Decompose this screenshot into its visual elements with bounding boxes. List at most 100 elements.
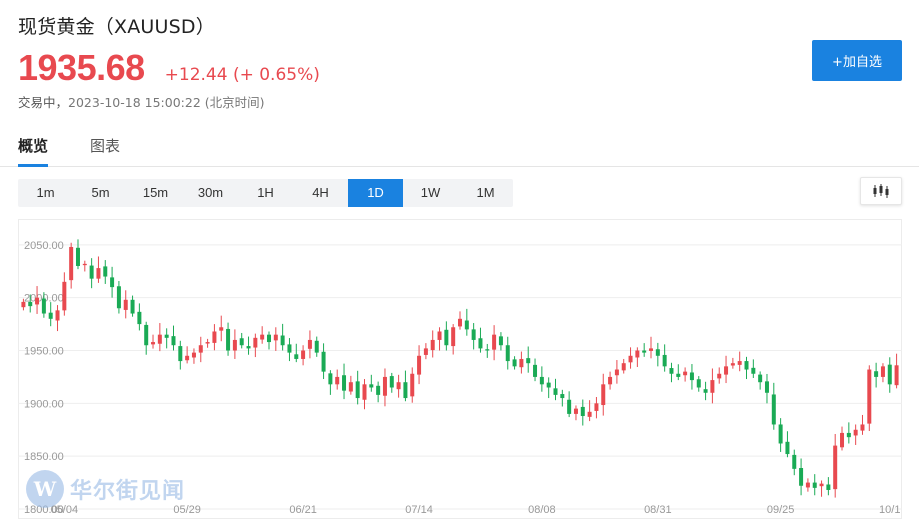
candle: [498, 332, 503, 351]
candle: [164, 328, 169, 349]
candle: [198, 336, 203, 363]
price-row: 1935.68 +12.44 (+ 0.65%): [18, 47, 320, 89]
candle: [69, 242, 74, 289]
market-status: 交易中，2023-10-18 15:00:22 (北京时间): [18, 92, 265, 111]
candle: [628, 347, 633, 369]
x-tick-label: 06/21: [289, 504, 317, 516]
candle: [539, 366, 544, 392]
tab-bar: 概览 图表: [0, 130, 919, 167]
interval-15m[interactable]: 15m: [142, 185, 169, 200]
candle: [526, 346, 531, 373]
candle: [389, 372, 394, 393]
candle: [853, 424, 858, 445]
candle: [840, 426, 845, 451]
candle: [396, 374, 401, 398]
y-tick-label: 1950.00: [24, 346, 64, 358]
x-tick-label: 10/1: [879, 504, 900, 516]
candle: [649, 336, 654, 359]
candle: [55, 305, 60, 332]
candle: [683, 367, 688, 382]
candle: [430, 330, 435, 358]
y-tick-label: 2050.00: [24, 240, 64, 252]
candle: [82, 260, 87, 272]
candle: [96, 256, 101, 283]
candle: [266, 331, 271, 350]
candle: [48, 302, 53, 327]
candle: [41, 292, 46, 318]
candle: [580, 399, 585, 426]
candle: [178, 340, 183, 370]
candle: [587, 400, 592, 422]
candle: [219, 315, 224, 342]
candle: [730, 357, 735, 369]
interval-1m[interactable]: 1m: [36, 185, 55, 200]
candle: [785, 431, 790, 458]
candle: [737, 351, 742, 372]
candle: [437, 327, 442, 351]
candle: [717, 367, 722, 384]
interval-1d[interactable]: 1D: [348, 179, 403, 207]
candle: [860, 414, 865, 435]
interval-5m[interactable]: 5m: [91, 185, 110, 200]
candle: [771, 382, 776, 430]
candle: [444, 321, 449, 351]
candle: [471, 323, 476, 350]
candle: [314, 336, 319, 357]
candle: [205, 338, 210, 348]
interval-4h[interactable]: 4H: [312, 185, 329, 200]
x-tick-label: 07/14: [405, 504, 433, 516]
candle: [273, 327, 278, 351]
candle: [307, 330, 312, 359]
candle: [451, 324, 456, 355]
candle: [144, 321, 149, 355]
candle: [689, 364, 694, 390]
candle: [846, 422, 851, 444]
candle: [669, 362, 674, 383]
candle: [635, 347, 640, 367]
candle: [880, 363, 885, 383]
candle: [874, 362, 879, 388]
candlestick-chart[interactable]: 2050.002000.001950.001900.001850.001800.…: [18, 219, 902, 519]
x-tick-label: 09/25: [767, 504, 795, 516]
candle: [362, 379, 367, 410]
candle: [348, 375, 353, 395]
candle: [287, 338, 292, 362]
candle: [519, 351, 524, 374]
interval-30m[interactable]: 30m: [197, 185, 224, 200]
candle: [458, 311, 462, 330]
candle: [833, 433, 838, 498]
candle: [505, 336, 510, 370]
candle: [212, 324, 217, 351]
candle: [655, 342, 660, 367]
candle: [239, 332, 244, 349]
chart-type-button[interactable]: [860, 177, 902, 205]
candle: [812, 474, 817, 496]
candle: [75, 239, 80, 270]
candle: [226, 322, 231, 356]
candle: [382, 368, 387, 407]
candle: [546, 377, 551, 399]
interval-1h[interactable]: 1H: [257, 185, 274, 200]
candle: [792, 449, 797, 476]
candle: [62, 272, 67, 316]
candle: [778, 418, 783, 452]
interval-1w[interactable]: 1W: [420, 185, 441, 200]
candle: [89, 258, 94, 289]
y-tick-label: 1900.00: [24, 398, 64, 410]
candle: [21, 298, 26, 311]
candle: [560, 389, 565, 407]
candle: [328, 370, 333, 395]
candle: [294, 343, 299, 363]
add-watchlist-button[interactable]: +加自选: [812, 40, 902, 81]
candle: [355, 370, 360, 405]
candle: [642, 343, 647, 357]
tab-overview[interactable]: 概览: [18, 135, 49, 167]
candle: [28, 294, 33, 313]
candle: [485, 343, 490, 358]
candle: [417, 345, 422, 385]
candle: [321, 343, 326, 380]
tab-chart[interactable]: 图表: [90, 137, 121, 155]
interval-1mo[interactable]: 1M: [476, 185, 495, 200]
candle: [137, 303, 142, 331]
candle: [703, 381, 708, 401]
